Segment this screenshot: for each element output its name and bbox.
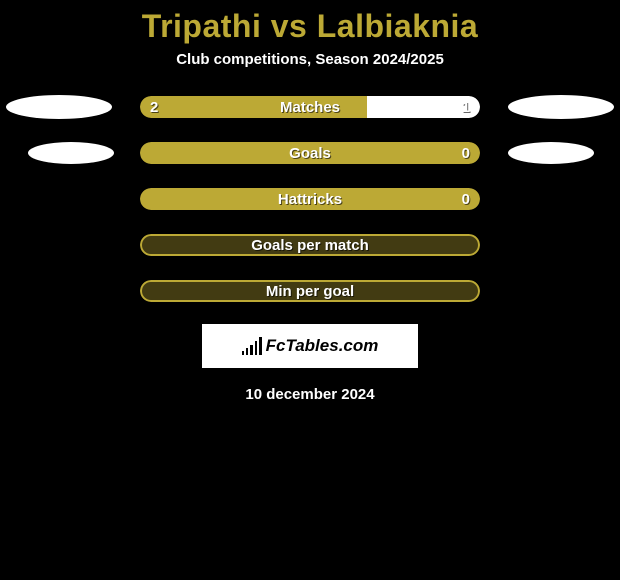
page-title: Tripathi vs Lalbiaknia (0, 0, 620, 51)
stat-bar: Min per goal (140, 280, 480, 302)
stat-value-right: 1 (462, 99, 470, 116)
fctables-logo: FcTables.com (202, 324, 418, 368)
logo-bars-icon (242, 337, 262, 355)
stat-rows: 2 1 Matches 0 Goals 0 Hattricks Goals per match… (0, 96, 620, 302)
logo-text: FcTables.com (266, 336, 379, 356)
date-label: 10 december 2024 (0, 386, 620, 403)
stat-label: Goals (289, 145, 331, 162)
stat-label: Goals per match (251, 237, 369, 254)
page-subtitle: Club competitions, Season 2024/2025 (0, 51, 620, 96)
stat-bar: 2 1 Matches (140, 96, 480, 118)
stat-bar: Goals per match (140, 234, 480, 256)
player-blob-right (508, 95, 614, 119)
logo-bar (242, 351, 244, 355)
stat-value-right: 0 (462, 145, 470, 162)
stat-row: 0 Goals (0, 142, 620, 164)
stat-label: Hattricks (278, 191, 342, 208)
stat-row: 0 Hattricks (0, 188, 620, 210)
stat-label: Matches (280, 99, 340, 116)
logo-bar (259, 337, 261, 355)
stat-bar: 0 Goals (140, 142, 480, 164)
stat-label: Min per goal (266, 283, 354, 300)
stat-row: Min per goal (0, 280, 620, 302)
stat-bar: 0 Hattricks (140, 188, 480, 210)
stat-value-left: 2 (150, 99, 158, 116)
player-blob-left (28, 142, 114, 164)
stat-value-right: 0 (462, 191, 470, 208)
player-blob-left (6, 95, 112, 119)
logo-bar (246, 348, 248, 355)
player-blob-right (508, 142, 594, 164)
logo-bar (255, 341, 257, 355)
stat-row: 2 1 Matches (0, 96, 620, 118)
logo-bar (250, 345, 252, 355)
stat-row: Goals per match (0, 234, 620, 256)
